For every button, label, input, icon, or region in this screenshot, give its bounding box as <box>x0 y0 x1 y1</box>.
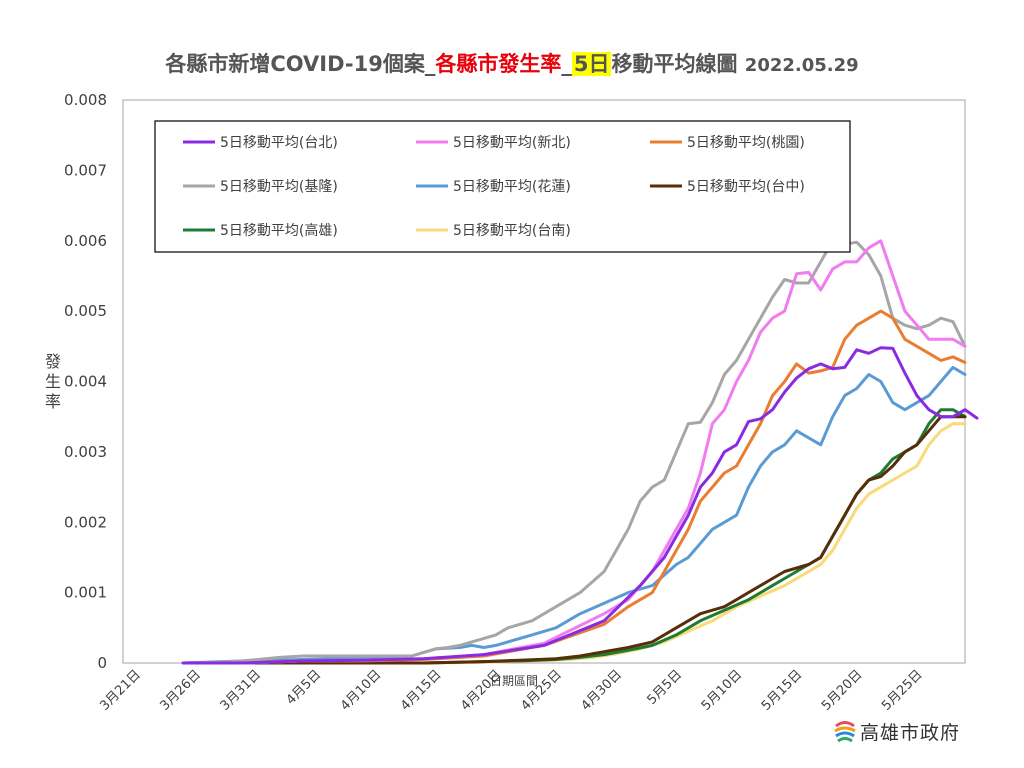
x-tick-label: 3月26日 <box>157 667 204 714</box>
legend-label: 5日移動平均(台南) <box>453 223 571 239</box>
series-line <box>181 365 967 665</box>
y-tick-label: 0.004 <box>64 373 107 391</box>
series-line <box>181 408 967 665</box>
series-line <box>181 239 967 665</box>
kaohsiung-logo: 高雄市政府 <box>832 716 982 744</box>
x-tick-label: 5月15日 <box>759 667 806 714</box>
x-tick-label: 4月15日 <box>398 667 445 714</box>
y-tick-label: 0.001 <box>64 584 107 602</box>
x-tick-label: 5月20日 <box>819 667 866 714</box>
x-tick-label: 5月25日 <box>879 667 926 714</box>
title-red: 各縣市發生率 <box>435 52 562 76</box>
title-main: 各縣市新增COVID-19個案_ <box>165 52 436 76</box>
y-tick-label: 0.006 <box>64 232 107 250</box>
y-tick-label: 0.005 <box>64 302 107 320</box>
legend-label: 5日移動平均(基隆) <box>220 178 338 195</box>
title-date: 2022.05.29 <box>744 55 859 76</box>
legend-label: 5日移動平均(台北) <box>220 135 338 151</box>
x-tick-label: 4月5日 <box>284 667 325 708</box>
y-tick-label: 0.002 <box>64 513 107 531</box>
y-axis-label: 發生率 <box>44 352 61 411</box>
x-tick-label: 5月10日 <box>699 667 746 714</box>
x-tick-label: 4月30日 <box>578 667 625 714</box>
legend-label: 5日移動平均(桃園) <box>687 135 805 151</box>
series-line <box>181 346 979 665</box>
x-tick-label: 3月21日 <box>97 667 144 714</box>
chart-title: 各縣市新增COVID-19個案_各縣市發生率_5日移動平均線圖 2022.05.… <box>0 48 1024 78</box>
title-rest: 移動平均線圖 <box>611 52 738 76</box>
series-line <box>181 415 967 665</box>
legend-label: 5日移動平均(高雄) <box>220 222 338 239</box>
y-tick-label: 0.007 <box>64 161 107 179</box>
y-tick-label: 0.008 <box>64 91 107 109</box>
series-line <box>181 239 967 665</box>
title-sep: _ <box>561 52 572 76</box>
y-tick-label: 0.003 <box>64 443 107 461</box>
legend-label: 5日移動平均(台中) <box>687 179 805 195</box>
y-tick-label: 0 <box>97 654 107 672</box>
x-tick-label: 3月31日 <box>218 667 265 714</box>
legend-box <box>154 120 851 253</box>
x-tick-label: 4月10日 <box>338 667 385 714</box>
x-tick-label: 5月5日 <box>644 667 685 708</box>
x-axis-label: 日期區間 <box>490 674 539 688</box>
city-emblem-icon <box>834 721 856 743</box>
plot-area-border <box>122 99 966 664</box>
logo-text: 高雄市政府 <box>860 722 961 744</box>
legend-label: 5日移動平均(花蓮) <box>453 179 571 195</box>
legend-label: 5日移動平均(新北) <box>453 135 571 151</box>
title-highlight: 5日 <box>571 52 612 76</box>
